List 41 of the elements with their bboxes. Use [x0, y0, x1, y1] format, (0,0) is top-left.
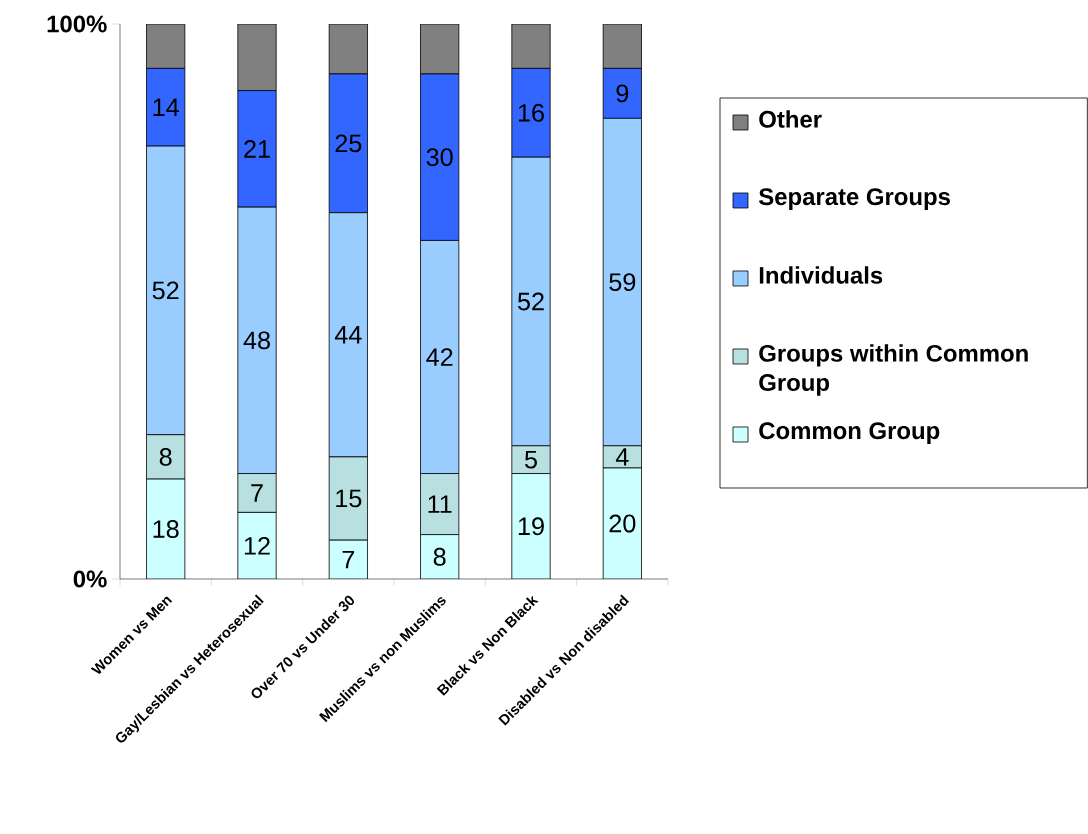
data-label: 52: [152, 281, 179, 300]
legend-label: Individuals: [759, 266, 883, 284]
data-label: 16: [518, 103, 544, 122]
data-label: 44: [334, 326, 362, 344]
data-label: 7: [251, 484, 263, 502]
bar: [511, 23, 551, 69]
legend-label: Separate Groups: [758, 188, 950, 210]
bar: [146, 478, 186, 579]
data-label: 8: [433, 547, 446, 566]
data-label: 42: [426, 348, 453, 366]
data-label: 19: [518, 517, 544, 536]
bar: [146, 23, 186, 69]
data-label: 14: [153, 98, 179, 116]
y-tick-label: 100%: [47, 15, 107, 33]
bar: [237, 512, 277, 579]
data-label: 48: [243, 331, 270, 350]
bar: [602, 467, 642, 579]
legend-label: Other: [759, 110, 822, 128]
bar: [328, 23, 368, 75]
data-label: 11: [428, 495, 452, 513]
legend-label: Groups within Common Group: [759, 344, 1028, 396]
data-label: 15: [336, 489, 362, 508]
data-label: 18: [153, 520, 179, 538]
data-label: 59: [609, 273, 636, 292]
data-label: 52: [517, 292, 544, 311]
data-label: 21: [244, 140, 270, 158]
data-label: 30: [426, 148, 453, 167]
data-label: 4: [615, 448, 629, 466]
bar: [420, 23, 460, 75]
bar: [511, 473, 551, 579]
data-label: 12: [244, 536, 270, 555]
y-tick-label: 0%: [73, 570, 107, 588]
data-label: 5: [524, 450, 537, 469]
data-label: 8: [159, 447, 172, 466]
data-label: 20: [609, 514, 636, 533]
bar: [237, 23, 277, 91]
bar: [602, 23, 642, 69]
data-label: 25: [335, 134, 362, 153]
legend-label: Common Group: [759, 422, 940, 444]
data-label: 9: [616, 84, 629, 103]
data-label: 7: [342, 550, 355, 569]
